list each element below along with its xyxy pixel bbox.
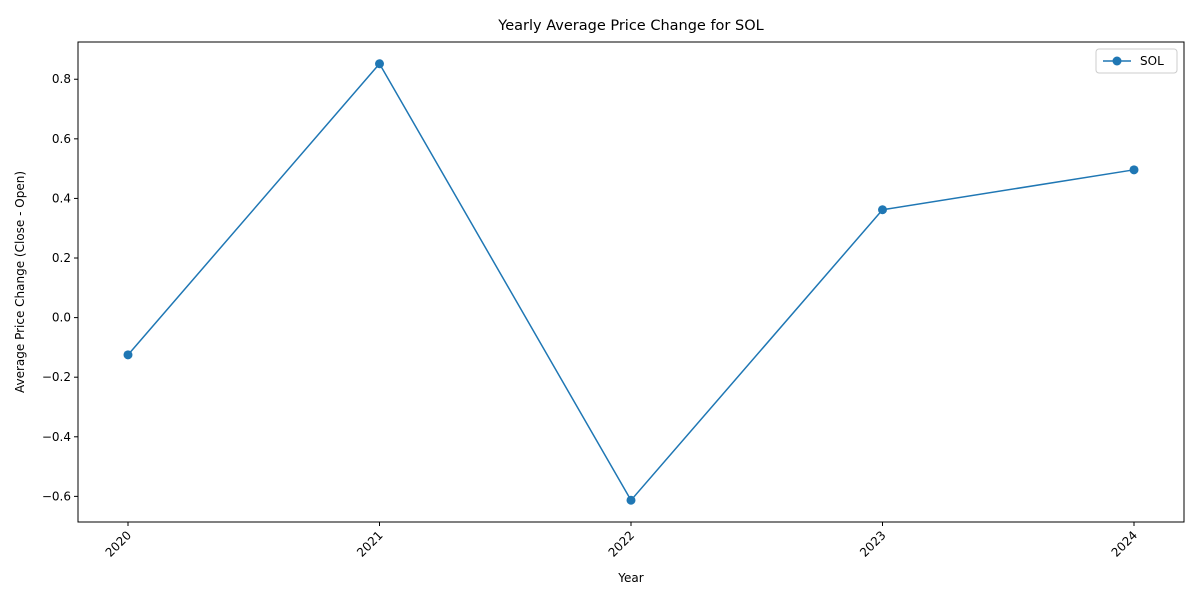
y-tick-label: 0.6 — [52, 132, 71, 146]
y-tick-label: 0.8 — [52, 72, 71, 86]
y-tick-label: −0.2 — [42, 370, 71, 384]
data-point-2021 — [375, 59, 384, 69]
legend: SOL — [1095, 48, 1178, 74]
y-tick-label: 0.4 — [52, 191, 71, 205]
chart-title: Yearly Average Price Change for SOL — [497, 18, 763, 34]
plot-area — [123, 59, 1139, 505]
y-tick-label: 0.2 — [52, 251, 71, 265]
data-point-2023 — [878, 205, 887, 215]
legend-marker-swatch — [1112, 56, 1122, 66]
legend-frame — [1095, 48, 1178, 74]
y-tick-label: 0.0 — [52, 311, 71, 325]
data-point-2020 — [123, 350, 133, 360]
y-tick-label: −0.6 — [42, 489, 71, 503]
y-tick-label: −0.4 — [42, 430, 71, 444]
legend-label: SOL — [1140, 54, 1164, 68]
data-point-2024 — [1129, 165, 1139, 175]
x-axis-title: Year — [617, 571, 643, 585]
y-axis-title: Average Price Change (Close - Open) — [13, 171, 27, 393]
data-point-2022 — [626, 495, 636, 505]
